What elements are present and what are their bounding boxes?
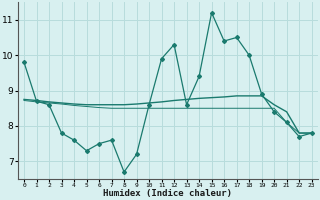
X-axis label: Humidex (Indice chaleur): Humidex (Indice chaleur) [103,189,232,198]
